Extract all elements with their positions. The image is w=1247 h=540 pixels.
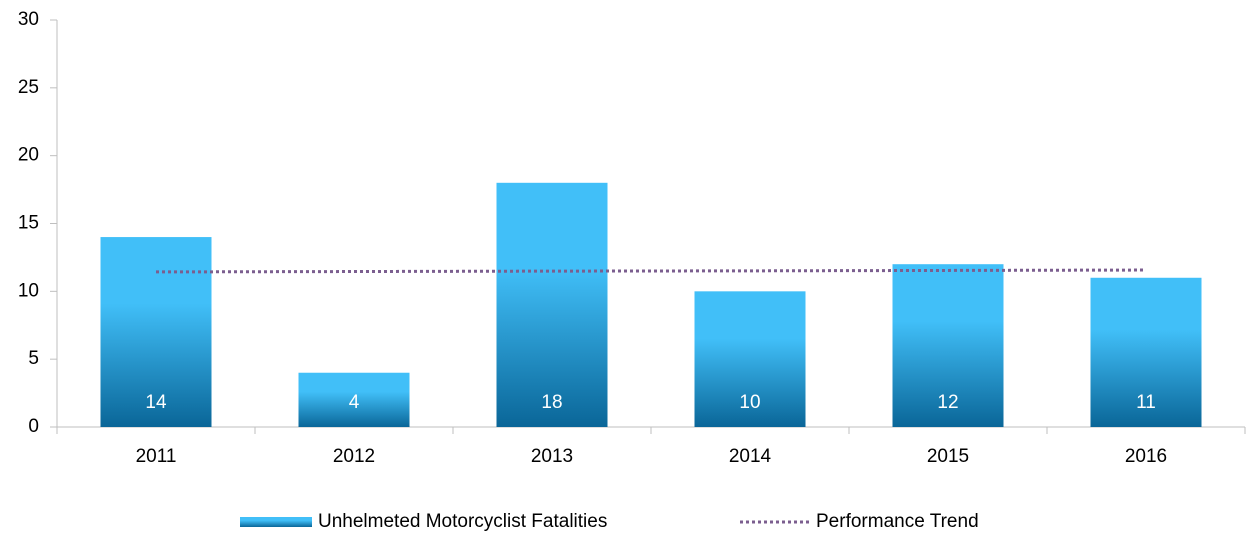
bar: [694, 291, 806, 427]
data-label: 18: [541, 392, 562, 413]
legend-label: Unhelmeted Motorcyclist Fatalities: [318, 511, 607, 532]
data-label: 11: [1136, 392, 1156, 413]
y-tick-label: 30: [18, 9, 39, 30]
legend-swatch: [240, 517, 312, 527]
x-tick-label: 2016: [1125, 446, 1167, 467]
y-tick-label: 25: [18, 77, 39, 98]
y-tick-label: 5: [28, 348, 39, 369]
data-label: 10: [739, 392, 760, 413]
y-tick-label: 0: [28, 416, 39, 437]
data-label: 14: [145, 392, 167, 413]
x-tick-label: 2015: [927, 446, 969, 467]
bar: [496, 182, 608, 427]
legend: Unhelmeted Motorcyclist Fatalities Perfor…: [240, 511, 979, 532]
bar: [298, 372, 410, 427]
data-label: 12: [937, 392, 958, 413]
y-tick-label: 10: [18, 280, 39, 301]
trend-line: [155, 268, 1147, 274]
y-tick-label: 20: [18, 145, 39, 166]
bar: [892, 264, 1004, 427]
x-tick-label: 2012: [333, 446, 375, 467]
y-tick-label: 15: [18, 213, 39, 234]
bar: [1090, 277, 1202, 427]
x-tick-label: 2013: [531, 446, 573, 467]
x-tick-label: 2014: [729, 446, 772, 467]
x-tick-label: 2011: [136, 446, 177, 467]
data-label: 4: [349, 392, 360, 413]
legend-label: Performance Trend: [816, 511, 979, 532]
bar: [100, 237, 212, 427]
